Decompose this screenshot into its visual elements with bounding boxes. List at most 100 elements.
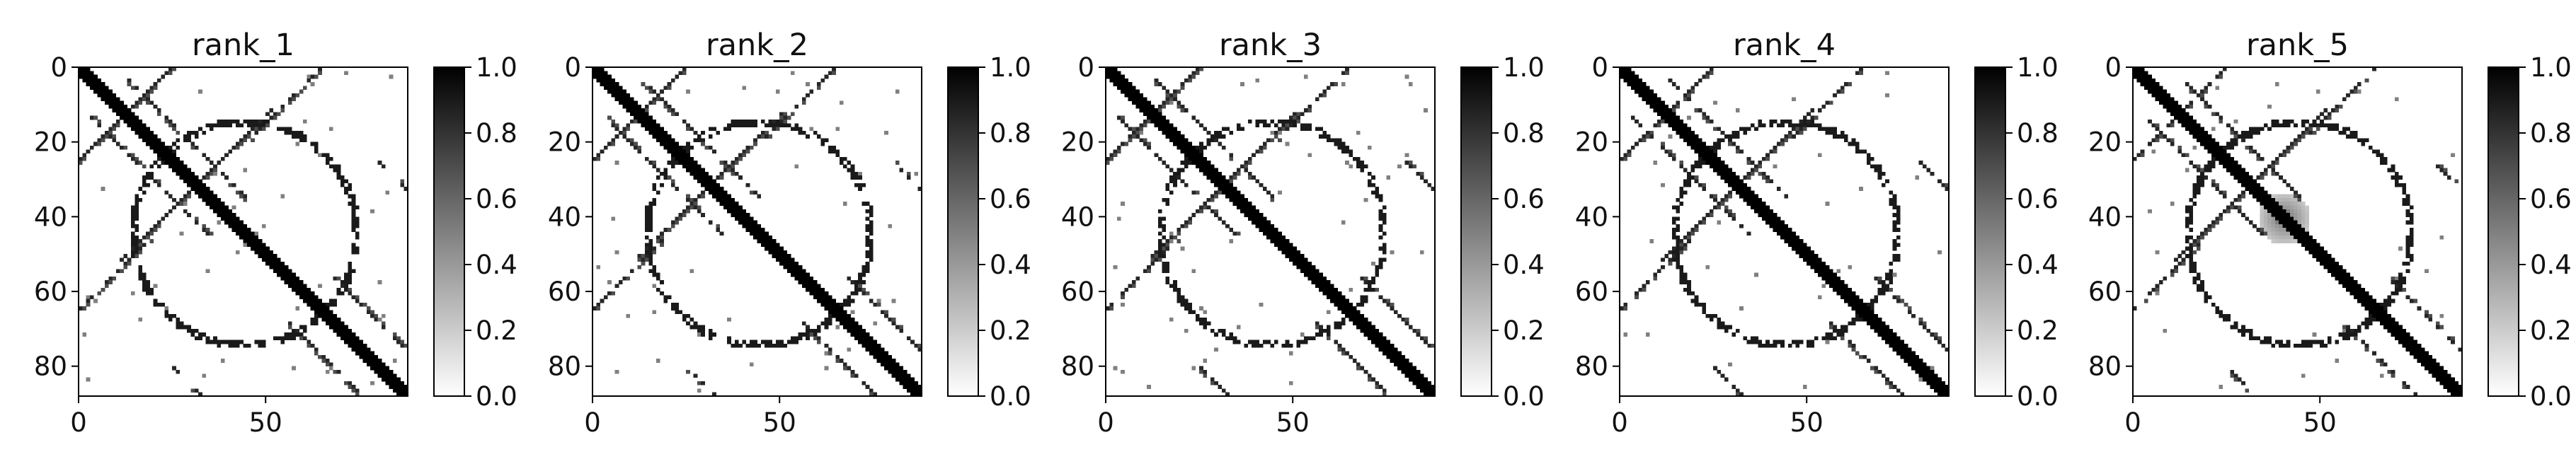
heatmap-cell [1705,265,1710,269]
heatmap-cell [1150,254,1155,258]
heatmap-cell [1147,112,1151,117]
heatmap-cell [2398,336,2403,341]
heatmap-cell [134,100,139,105]
heatmap-cell [2349,134,2354,139]
heatmap-cell [1128,86,1133,91]
heatmap-cell [618,89,623,94]
heatmap-cell [1285,344,1290,348]
heatmap-cell [2383,325,2388,330]
heatmap-cell [292,280,296,284]
heatmap-cell [2410,254,2414,258]
heatmap-cell [1195,209,1200,214]
heatmap-cell [2192,164,2197,169]
heatmap-cell [734,216,739,221]
heatmap-cell [1720,325,1725,330]
heatmap-cell [1923,325,1927,330]
heatmap-cell [2410,213,2414,217]
heatmap-cell [731,205,735,210]
heatmap-cell [1840,336,1845,341]
heatmap-cell [2245,182,2250,187]
heatmap-cell [2248,187,2253,191]
heatmap-cell [2353,291,2358,296]
heatmap-cell [142,190,147,195]
heatmap-cell [1754,209,1758,214]
heatmap-cell [1262,145,1267,150]
heatmap-cell [1337,321,1342,325]
heatmap-cell [115,97,120,101]
heatmap-cell [1810,261,1815,266]
heatmap-cell [1874,276,1878,281]
heatmap-cell [370,362,374,367]
heatmap-cell [2226,318,2231,322]
heatmap-cell [791,261,795,266]
heatmap-cell [603,82,608,86]
heatmap-cell [2331,108,2335,112]
heatmap-cell [1683,280,1688,284]
heatmap-cell [392,385,397,389]
heatmap-cell [652,161,657,165]
heatmap-cell [2237,197,2242,202]
heatmap-cell [1326,134,1331,139]
heatmap-cell [682,164,687,169]
heatmap-cell [385,381,389,385]
heatmap-cell [765,239,769,243]
heatmap-cell [86,377,91,382]
heatmap-cell [1255,123,1260,127]
heatmap-cell [813,291,818,296]
heatmap-cell [1259,182,1264,187]
heatmap-cell [716,194,721,199]
heatmap-cell [1642,134,1647,139]
heatmap-cell [611,291,616,296]
heatmap-cell [1419,381,1424,385]
heatmap-cell [382,164,386,169]
heatmap-cell [1300,265,1305,269]
heatmap-cell [1169,97,1174,101]
heatmap-cell [235,216,240,221]
heatmap-cell [2376,310,2381,315]
heatmap-cell [1378,265,1383,269]
heatmap-cell [1218,187,1223,191]
heatmap-cell [1683,134,1688,139]
heatmap-cell [220,340,225,344]
heatmap-cell [596,71,600,75]
heatmap-cell [1157,82,1162,86]
heatmap-cell [1288,243,1293,248]
heatmap-cell [760,228,765,232]
heatmap-cell [156,145,161,150]
heatmap-cell [194,179,199,184]
heatmap-cell [2192,269,2197,274]
heatmap-cell [1679,134,1684,139]
heatmap-cell [1735,190,1740,195]
heatmap-cell [2368,306,2373,311]
heatmap-cell [1206,138,1211,143]
heatmap-cell [1750,202,1755,206]
panel-title: rank_1 [192,28,294,63]
heatmap-cell [644,127,649,132]
heatmap-cell [2196,164,2201,169]
heatmap-cell [2335,272,2340,277]
heatmap-cell [396,388,401,393]
heatmap-cell [277,127,281,132]
heatmap-cell [648,220,653,225]
heatmap-cell [1322,89,1327,94]
heatmap-cell [873,351,877,356]
heatmap-cell [1937,336,1942,341]
heatmap-cell [1859,354,1863,359]
heatmap-cell [1334,138,1339,143]
heatmap-cell [97,89,102,94]
heatmap-cell [231,145,236,150]
heatmap-cell [101,138,105,143]
heatmap-cell [1907,306,1912,311]
heatmap-cell [1293,112,1297,117]
heatmap-cell [2211,224,2216,228]
heatmap-cell [1262,119,1267,124]
heatmap-cell [1717,127,1722,132]
heatmap-cell [2263,216,2268,221]
heatmap-cell [839,313,844,318]
heatmap-cell [1889,385,1894,389]
heatmap-cell [2192,243,2197,248]
heatmap-cell [2282,205,2287,210]
heatmap-cell [2237,328,2242,333]
heatmap-cell [231,228,236,232]
heatmap-cell [1109,74,1114,79]
